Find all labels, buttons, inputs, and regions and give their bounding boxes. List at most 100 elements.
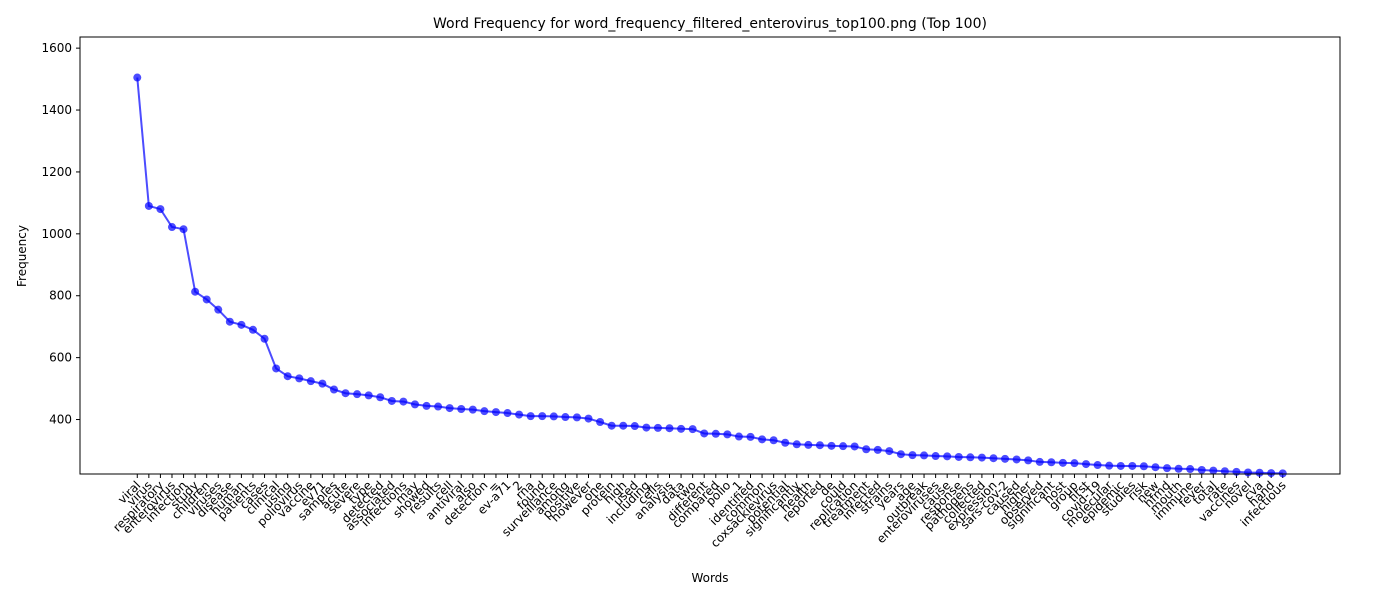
marker [214, 305, 223, 314]
marker [191, 287, 200, 296]
marker [815, 441, 824, 450]
marker [1128, 461, 1137, 470]
marker [1220, 467, 1229, 476]
y-tick-label: 1600 [41, 41, 72, 55]
x-axis-label: Words [691, 571, 728, 585]
marker [1163, 464, 1172, 473]
chart-title: Word Frequency for word_frequency_filter… [433, 16, 987, 32]
line [136, 77, 1283, 475]
marker [306, 377, 315, 386]
marker [920, 451, 929, 460]
y-tick-label: 800 [49, 289, 72, 303]
marker [677, 424, 686, 433]
marker [619, 421, 628, 430]
marker [515, 410, 524, 419]
marker [410, 400, 419, 409]
marker [1139, 462, 1148, 471]
y-tick-label: 1400 [41, 103, 72, 117]
marker [827, 441, 836, 450]
marker [1186, 465, 1195, 474]
marker [1012, 455, 1021, 464]
marker [642, 423, 651, 432]
marker [723, 430, 732, 439]
marker [758, 435, 767, 444]
marker [700, 429, 709, 438]
marker [711, 429, 720, 438]
marker [503, 409, 512, 418]
marker [422, 401, 431, 410]
marker [225, 317, 234, 326]
marker [272, 364, 281, 373]
marker [561, 413, 570, 422]
marker [653, 423, 662, 432]
y-tick-label: 1200 [41, 165, 72, 179]
marker [1151, 463, 1160, 472]
marker [954, 452, 963, 461]
marker [144, 201, 153, 210]
marker [1197, 465, 1206, 474]
marker [318, 379, 327, 388]
marker [804, 440, 813, 449]
marker [133, 73, 142, 82]
marker [1035, 457, 1044, 466]
marker [399, 397, 408, 406]
marker [596, 418, 605, 427]
marker [1105, 461, 1114, 470]
marker [526, 412, 535, 421]
marker [1267, 469, 1276, 478]
marker [665, 424, 674, 433]
marker [885, 447, 894, 456]
marker [353, 390, 362, 399]
y-axis-label: Frequency [15, 225, 29, 287]
marker [445, 404, 454, 413]
marker [179, 225, 188, 234]
marker [792, 440, 801, 449]
marker [688, 425, 697, 434]
marker [781, 438, 790, 447]
marker [630, 422, 639, 431]
marker [977, 453, 986, 462]
marker [1174, 464, 1183, 473]
marker [341, 389, 350, 398]
y-tick-label: 1000 [41, 227, 72, 241]
marker [248, 325, 257, 334]
marker [746, 432, 755, 441]
marker [1232, 467, 1241, 476]
marker [1255, 468, 1264, 477]
marker [572, 413, 581, 422]
marker [1047, 458, 1056, 467]
marker [1278, 469, 1287, 478]
y-tick-label: 400 [49, 413, 72, 427]
marker [364, 391, 373, 400]
marker [1244, 468, 1253, 477]
marker [989, 454, 998, 463]
marker [734, 432, 743, 441]
marker [607, 421, 616, 430]
marker [1070, 459, 1079, 468]
marker [468, 405, 477, 414]
marker [202, 295, 211, 304]
marker [1093, 461, 1102, 470]
marker [260, 334, 269, 343]
marker [873, 445, 882, 454]
marker [156, 205, 165, 214]
marker [966, 453, 975, 462]
marker [1082, 460, 1091, 469]
marker [862, 445, 871, 454]
marker [376, 393, 385, 402]
marker [769, 436, 778, 445]
marker [549, 412, 558, 421]
y-tick-label: 600 [49, 351, 72, 365]
marker [387, 396, 396, 405]
marker [283, 372, 292, 381]
plot-frame [79, 36, 1341, 475]
marker [584, 414, 593, 423]
marker [491, 408, 500, 417]
marker [931, 452, 940, 461]
marker [896, 450, 905, 459]
marker [295, 374, 304, 383]
marker [850, 442, 859, 451]
